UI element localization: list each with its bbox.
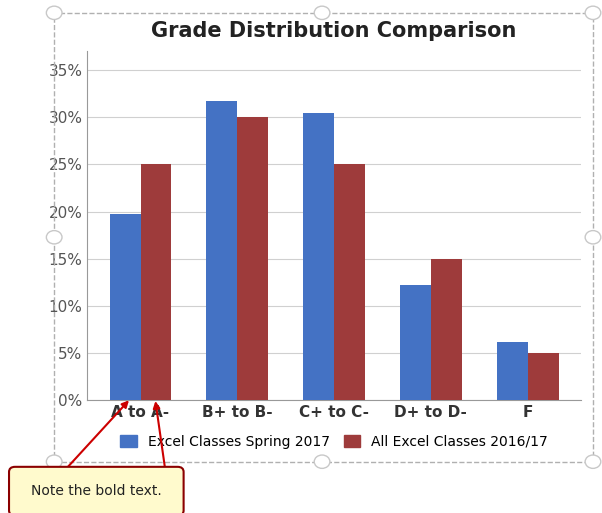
Bar	[140, 165, 172, 400]
Bar	[497, 342, 528, 400]
Bar	[431, 259, 462, 400]
Bar	[528, 353, 559, 400]
Bar	[110, 214, 140, 400]
Text: Note the bold text.: Note the bold text.	[31, 484, 162, 498]
Bar	[303, 112, 334, 400]
Title: Grade Distribution Comparison: Grade Distribution Comparison	[152, 22, 517, 42]
Bar	[334, 165, 365, 400]
Bar	[400, 285, 431, 400]
Bar	[237, 117, 268, 400]
Bar	[206, 101, 237, 400]
Legend: Excel Classes Spring 2017, All Excel Classes 2016/17: Excel Classes Spring 2017, All Excel Cla…	[114, 429, 554, 454]
